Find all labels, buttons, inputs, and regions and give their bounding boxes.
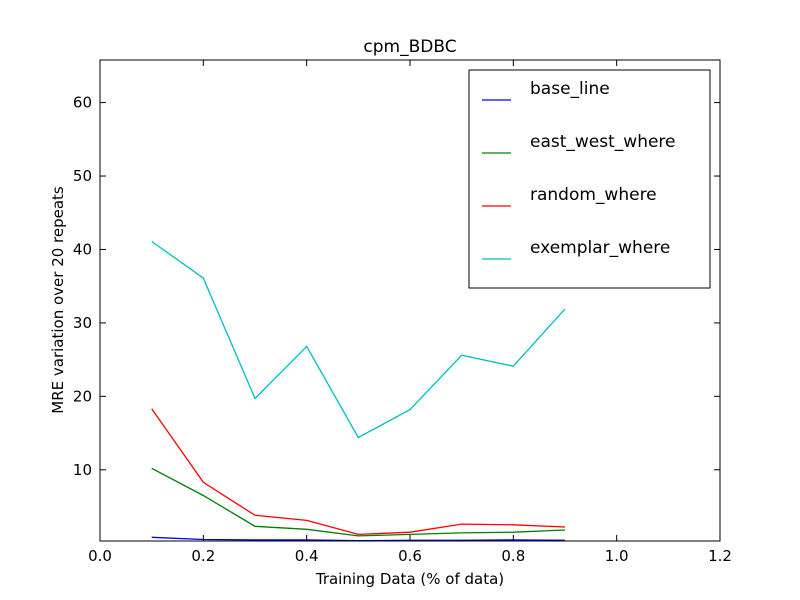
series-line-base-line: [151, 536, 566, 542]
legend: base_line east_west_where random_whereexem…: [468, 69, 711, 289]
x-tick-label: 0.8: [501, 547, 525, 565]
x-tick-label: 0.2: [191, 547, 215, 565]
y-tick-label: 40: [73, 240, 92, 258]
y-tick-label: 10: [73, 461, 92, 479]
y-axis-label: MRE variation over 20 repeats: [49, 186, 67, 414]
x-tick-label: 0.6: [398, 547, 422, 565]
legend-label-base-line: base_line: [530, 79, 610, 99]
y-tick-label: 50: [73, 167, 92, 185]
y-tick-label: 30: [73, 314, 92, 332]
legend-box: [468, 69, 711, 289]
y-tick-label: 20: [73, 387, 92, 405]
series-line-random-where: [151, 408, 566, 536]
x-axis-label: Training Data (% of data): [315, 570, 504, 588]
x-tick-label: 1.2: [708, 547, 732, 565]
chart-title: cpm_BDBC: [363, 37, 456, 57]
legend-label-random-where: random_where: [530, 185, 657, 205]
y-tick-label: 60: [73, 94, 92, 112]
axis-ticks: 0.0 0.2 0.4 0.6 0.8 1.0 1.2 10 20 30 40 50 60: [73, 60, 732, 565]
legend-label-east-west-where: east_west_where: [530, 132, 676, 152]
x-tick-label: 1.0: [605, 547, 629, 565]
legend-label-exemplar-where: exemplar_where: [530, 238, 670, 258]
x-tick-label: 0.0: [88, 547, 112, 565]
series-line-exemplar-where: [151, 240, 566, 439]
series-line-east-west-where: [151, 467, 566, 537]
x-tick-label: 0.4: [295, 547, 319, 565]
